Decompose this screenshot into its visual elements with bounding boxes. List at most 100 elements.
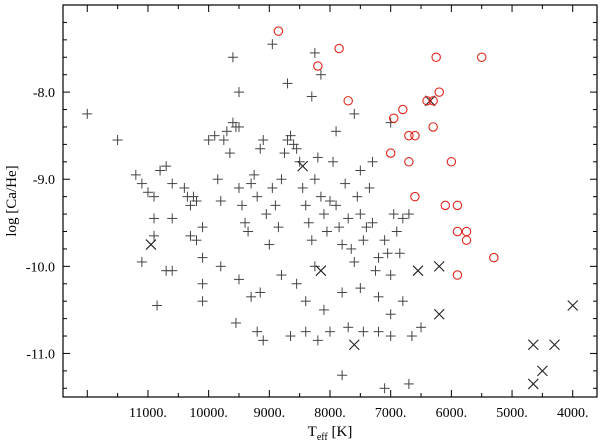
plus-point [364,182,375,193]
circle-point [404,157,414,167]
plus-point [361,222,372,233]
circle-point [452,226,463,237]
y-tick-label: -10.0 [26,260,55,275]
plus-point [309,174,320,185]
plus-point [303,217,314,228]
cross-point-b [412,265,424,277]
plus-point [346,243,357,254]
plus-point [331,126,342,137]
plus-point [252,191,263,202]
plus-point [167,265,178,276]
circle-point [410,191,420,202]
plus-point [233,87,244,98]
cross-point-b [145,239,157,250]
cross-point-b [527,378,539,390]
plus-point [373,326,384,337]
x-tick-label: 6000. [436,406,468,421]
circle-point [452,270,463,280]
cross-point-b [567,300,579,311]
plus-point [197,222,208,233]
plus-point [185,230,196,241]
x-tick-label: 10000. [189,406,228,421]
cross-point-b [527,339,539,351]
plus-point [349,108,360,119]
plus-point [388,209,399,220]
plus-point [355,283,366,294]
plus-point [328,156,339,167]
plus-point [167,213,178,224]
plus-point [300,296,311,307]
plus-point [382,248,393,259]
plus-point [300,326,311,337]
plus-point [224,148,235,159]
axis-tick-labels: 11000. 10000. 9000. 8000. 7000. 6000. 5000. 400… [26,86,589,421]
plus-point [373,252,384,263]
plus-point [276,174,287,185]
plus-point [209,130,220,141]
plus-point [136,178,147,189]
plus-point [285,331,296,342]
plus-point [379,235,390,246]
plus-point [276,270,287,281]
cross-point [433,260,445,272]
plus-point [282,78,293,89]
x-tick-label: 7000. [375,406,407,421]
plus-point [337,287,348,298]
plus-point [349,256,360,267]
circle-point [461,235,472,245]
plus-point [246,178,257,189]
plus-point [233,121,244,132]
y-tick-label: -9.0 [33,173,55,188]
data-points [82,26,579,394]
plus-point [191,196,202,206]
plus-point [391,226,402,237]
plus-point [291,143,302,154]
plus-point [325,326,335,337]
circle-point [434,87,444,97]
plus-point [385,309,396,320]
cross-point [527,378,539,390]
circle-point [428,96,438,106]
plus-point [136,256,147,267]
circle-point [452,200,463,211]
plus-point [215,261,226,272]
plus-point [394,248,405,259]
circle-point [273,26,284,36]
plus-point [142,187,153,198]
plus-point [285,130,296,141]
plus-point [397,296,408,307]
plus-point [255,143,266,154]
plus-point [334,222,345,233]
cross-point [315,265,327,277]
x-axis-label: Teff [K] [308,424,353,443]
plus-point [367,156,378,167]
x-axis-label-unit: [K] [332,424,353,440]
plus-point [212,174,223,185]
plus-point [337,239,348,250]
circle-point [313,61,323,71]
plus-point [82,108,93,119]
plus-point [197,296,208,307]
plus-point [255,287,266,298]
plus-point [267,39,278,50]
cross-point-b [433,260,445,272]
plus-point [379,383,390,394]
plus-point [233,274,244,285]
circle-point [334,43,344,54]
plus-point [191,235,202,246]
cross-point [549,339,560,351]
x-tick-label: 11000. [129,406,167,421]
plus-point [315,191,326,202]
cross-point-b [424,95,436,107]
plus-point [358,326,369,337]
circle-point [388,113,399,123]
plus-point [403,209,414,220]
circle-point [404,130,414,141]
plus-point [416,322,427,333]
cross-point-b [433,308,445,320]
plus-point [309,261,320,272]
plus-point [130,169,141,180]
plus-point [321,226,332,237]
plus-point [267,182,278,193]
